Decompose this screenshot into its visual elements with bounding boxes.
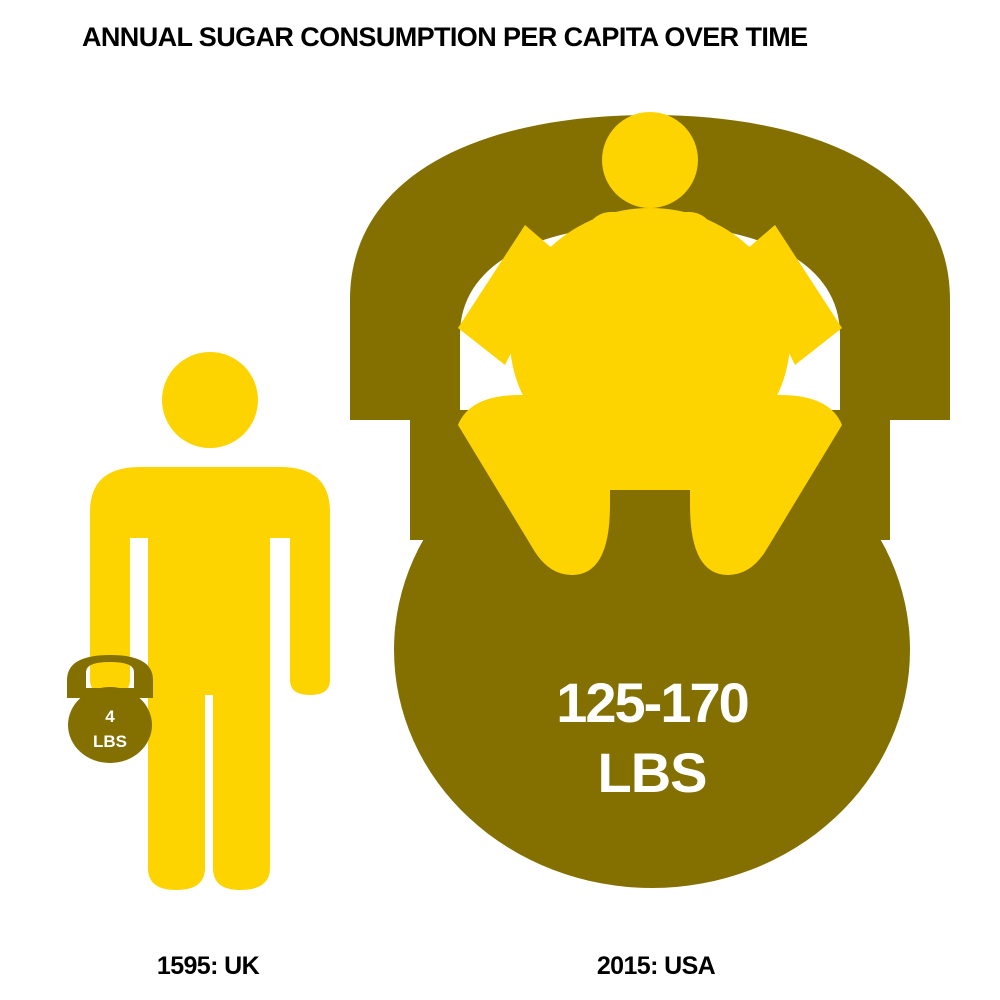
category-label-2015-usa: 2015: USA [596,952,716,980]
value-label-1595-number: 4 [105,707,115,726]
chart-title: ANNUAL SUGAR CONSUMPTION PER CAPITA OVER… [82,22,808,52]
figure-large-shoulders [585,212,715,272]
value-label-2015-unit: LBS [598,741,707,804]
figure-large-left-leg [458,395,610,575]
kettlebell-small-handle [67,655,153,698]
figure-large-right-leg [690,395,842,575]
kettlebell-large-handle [350,115,950,420]
kettlebell-small-body [68,687,152,763]
figure-1595-uk [90,352,330,890]
value-label-1595-unit: LBS [93,732,127,751]
kettlebell-small: 4 LBS [67,655,153,763]
figure-large-head [602,112,698,208]
figure-head [162,352,258,448]
figure-2015-usa [458,112,842,575]
value-label-2015-number: 125-170 [556,671,748,734]
figure-large-seat [585,440,715,490]
figure-body [90,467,330,890]
category-label-1595-uk: 1595: UK [156,952,260,980]
